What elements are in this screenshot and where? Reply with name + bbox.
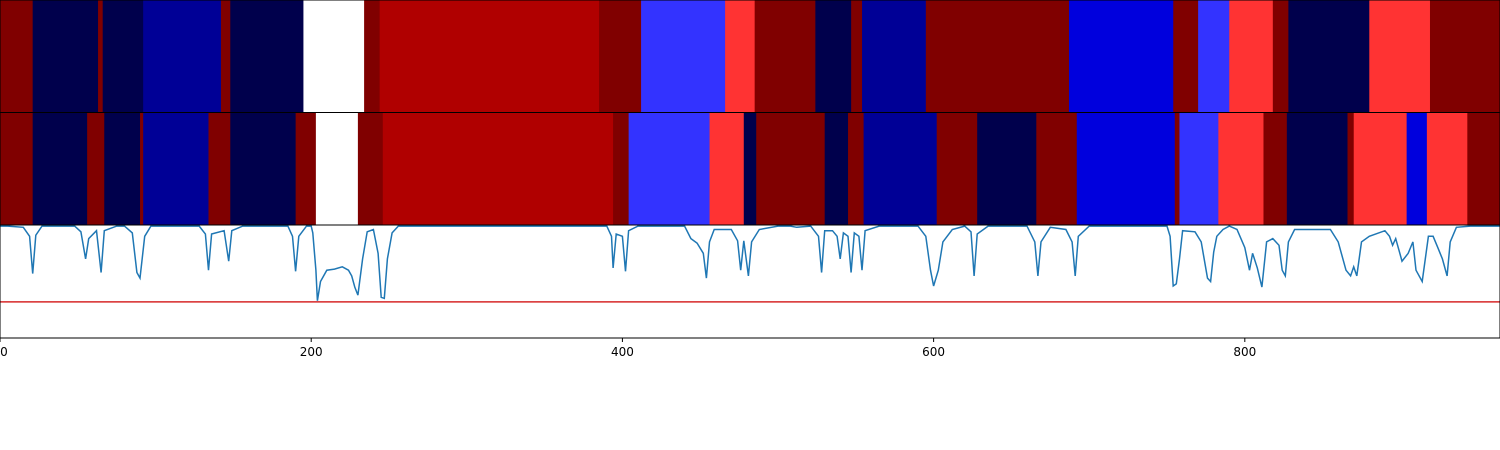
track-1-segment-19	[1068, 0, 1174, 113]
track-2-segment-31	[1353, 112, 1408, 225]
track-1-segment-21	[1198, 0, 1230, 113]
track-2-segment-25	[1174, 112, 1180, 225]
track-2-segment-29	[1286, 112, 1349, 225]
track-2-segment-30	[1347, 112, 1355, 225]
track-2-segment-14	[628, 112, 711, 225]
track-2-segment-2	[32, 112, 88, 225]
track-2-segment-18	[824, 112, 849, 225]
signal-panel	[0, 225, 1500, 303]
track-1-segment-13	[725, 0, 756, 113]
track-2-segment-5	[140, 112, 144, 225]
track-1-segment-22	[1229, 0, 1274, 113]
track-2-segment-16	[743, 112, 757, 225]
track-1-segment-2	[32, 0, 99, 113]
x-tick-label-3: 400	[611, 345, 634, 359]
track-2-segment-26	[1179, 112, 1219, 225]
x-tick-label-1: 0	[0, 345, 8, 359]
track-2-segment-21	[936, 112, 978, 225]
track-1-segment-5	[143, 0, 222, 113]
x-tick-label-2: 200	[300, 345, 323, 359]
track-1-segment-23	[1272, 0, 1289, 113]
track-2-segment-3	[87, 112, 105, 225]
track-1-segment-9	[364, 0, 381, 113]
track-2-segment-6	[143, 112, 210, 225]
track-1-segment-14	[754, 0, 816, 113]
track-2-segment-10	[315, 112, 359, 225]
track-2-segment-9	[295, 112, 317, 225]
track-2-segment-17	[756, 112, 826, 225]
track-2-segment-1	[0, 112, 34, 225]
track-2-segment-13	[613, 112, 630, 225]
track-2-segment-27	[1218, 112, 1264, 225]
track-1-segment-8	[303, 0, 365, 113]
x-axis: 0 200 400 600 800	[0, 338, 1256, 359]
track-1-segment-7	[230, 0, 304, 113]
track-2-segment-19	[848, 112, 865, 225]
track-2-segment-15	[709, 112, 745, 225]
track-2-segment-22	[977, 112, 1037, 225]
track-2-segment-28	[1263, 112, 1288, 225]
track-2-segment-34	[1467, 112, 1500, 225]
track-1-segment-26	[1429, 0, 1500, 113]
track-1-segment-3	[98, 0, 104, 113]
track-2-segment-7	[208, 112, 231, 225]
track-1-segment-1	[0, 0, 34, 113]
signal-line	[0, 225, 1500, 301]
track-2-segment-20	[863, 112, 938, 225]
track-1-segment-10	[379, 0, 600, 113]
track-1-segment-12	[641, 0, 726, 113]
track-2-segment-8	[230, 112, 297, 225]
track-2-segment-12	[382, 112, 614, 225]
track-1-segment-4	[102, 0, 144, 113]
track-2-segment-32	[1406, 112, 1428, 225]
track-1-segment-24	[1288, 0, 1370, 113]
track-1-segment-25	[1369, 0, 1431, 113]
track-2-segment-24	[1076, 112, 1176, 225]
track-1-segment-6	[220, 0, 231, 113]
track-1-segment-11	[599, 0, 642, 113]
segment-track-2	[0, 112, 1500, 225]
segment-track-1	[0, 0, 1500, 113]
track-1-segment-16	[851, 0, 863, 113]
track-2-segment-4	[104, 112, 141, 225]
x-tick-label-5: 800	[1233, 345, 1256, 359]
track-1-segment-20	[1173, 0, 1199, 113]
track-2-segment-23	[1036, 112, 1078, 225]
track-1-segment-15	[815, 0, 852, 113]
track-2-segment-11	[357, 112, 384, 225]
signal-panel-frame	[0, 224, 1500, 339]
track-1-segment-18	[925, 0, 1070, 113]
x-tick-label-4: 600	[922, 345, 945, 359]
track-1-segment-17	[862, 0, 927, 113]
track-2-segment-33	[1426, 112, 1468, 225]
